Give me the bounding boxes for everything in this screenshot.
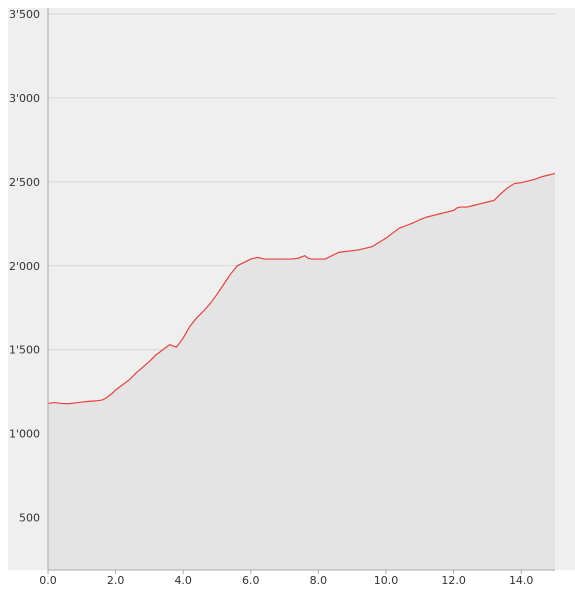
elevation-line (47, 172, 556, 405)
x-axis-ticks: 0.0 2.0 4.0 6.0 8.0 10.0 12.0 14.0 (39, 570, 533, 587)
x-tick-label: 4.0 (174, 574, 192, 587)
elevation-area-fill (48, 173, 555, 570)
y-tick-label: 2'500 (9, 176, 40, 189)
y-tick-label: 3'500 (9, 8, 40, 21)
x-tick-label: 10.0 (374, 574, 399, 587)
x-tick-label: 8.0 (310, 574, 328, 587)
x-tick-label: 0.0 (39, 574, 57, 587)
x-tick-label: 6.0 (242, 574, 260, 587)
y-tick-label: 2'000 (9, 260, 40, 273)
x-tick-label: 2.0 (107, 574, 125, 587)
y-axis-ticks: 500 1'000 1'500 2'000 2'500 3'000 3'500 (9, 8, 40, 525)
x-tick-label: 14.0 (509, 574, 534, 587)
y-tick-label: 1'000 (9, 428, 40, 441)
x-tick-label: 12.0 (441, 574, 466, 587)
y-tick-label: 1'500 (9, 344, 40, 357)
y-tick-label: 500 (19, 512, 40, 525)
y-tick-label: 3'000 (9, 92, 40, 105)
